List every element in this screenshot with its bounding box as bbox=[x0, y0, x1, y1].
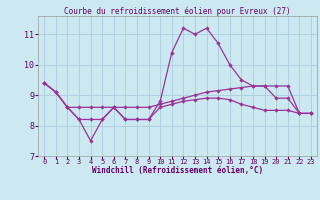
X-axis label: Windchill (Refroidissement éolien,°C): Windchill (Refroidissement éolien,°C) bbox=[92, 166, 263, 175]
Title: Courbe du refroidissement éolien pour Evreux (27): Courbe du refroidissement éolien pour Ev… bbox=[64, 6, 291, 16]
